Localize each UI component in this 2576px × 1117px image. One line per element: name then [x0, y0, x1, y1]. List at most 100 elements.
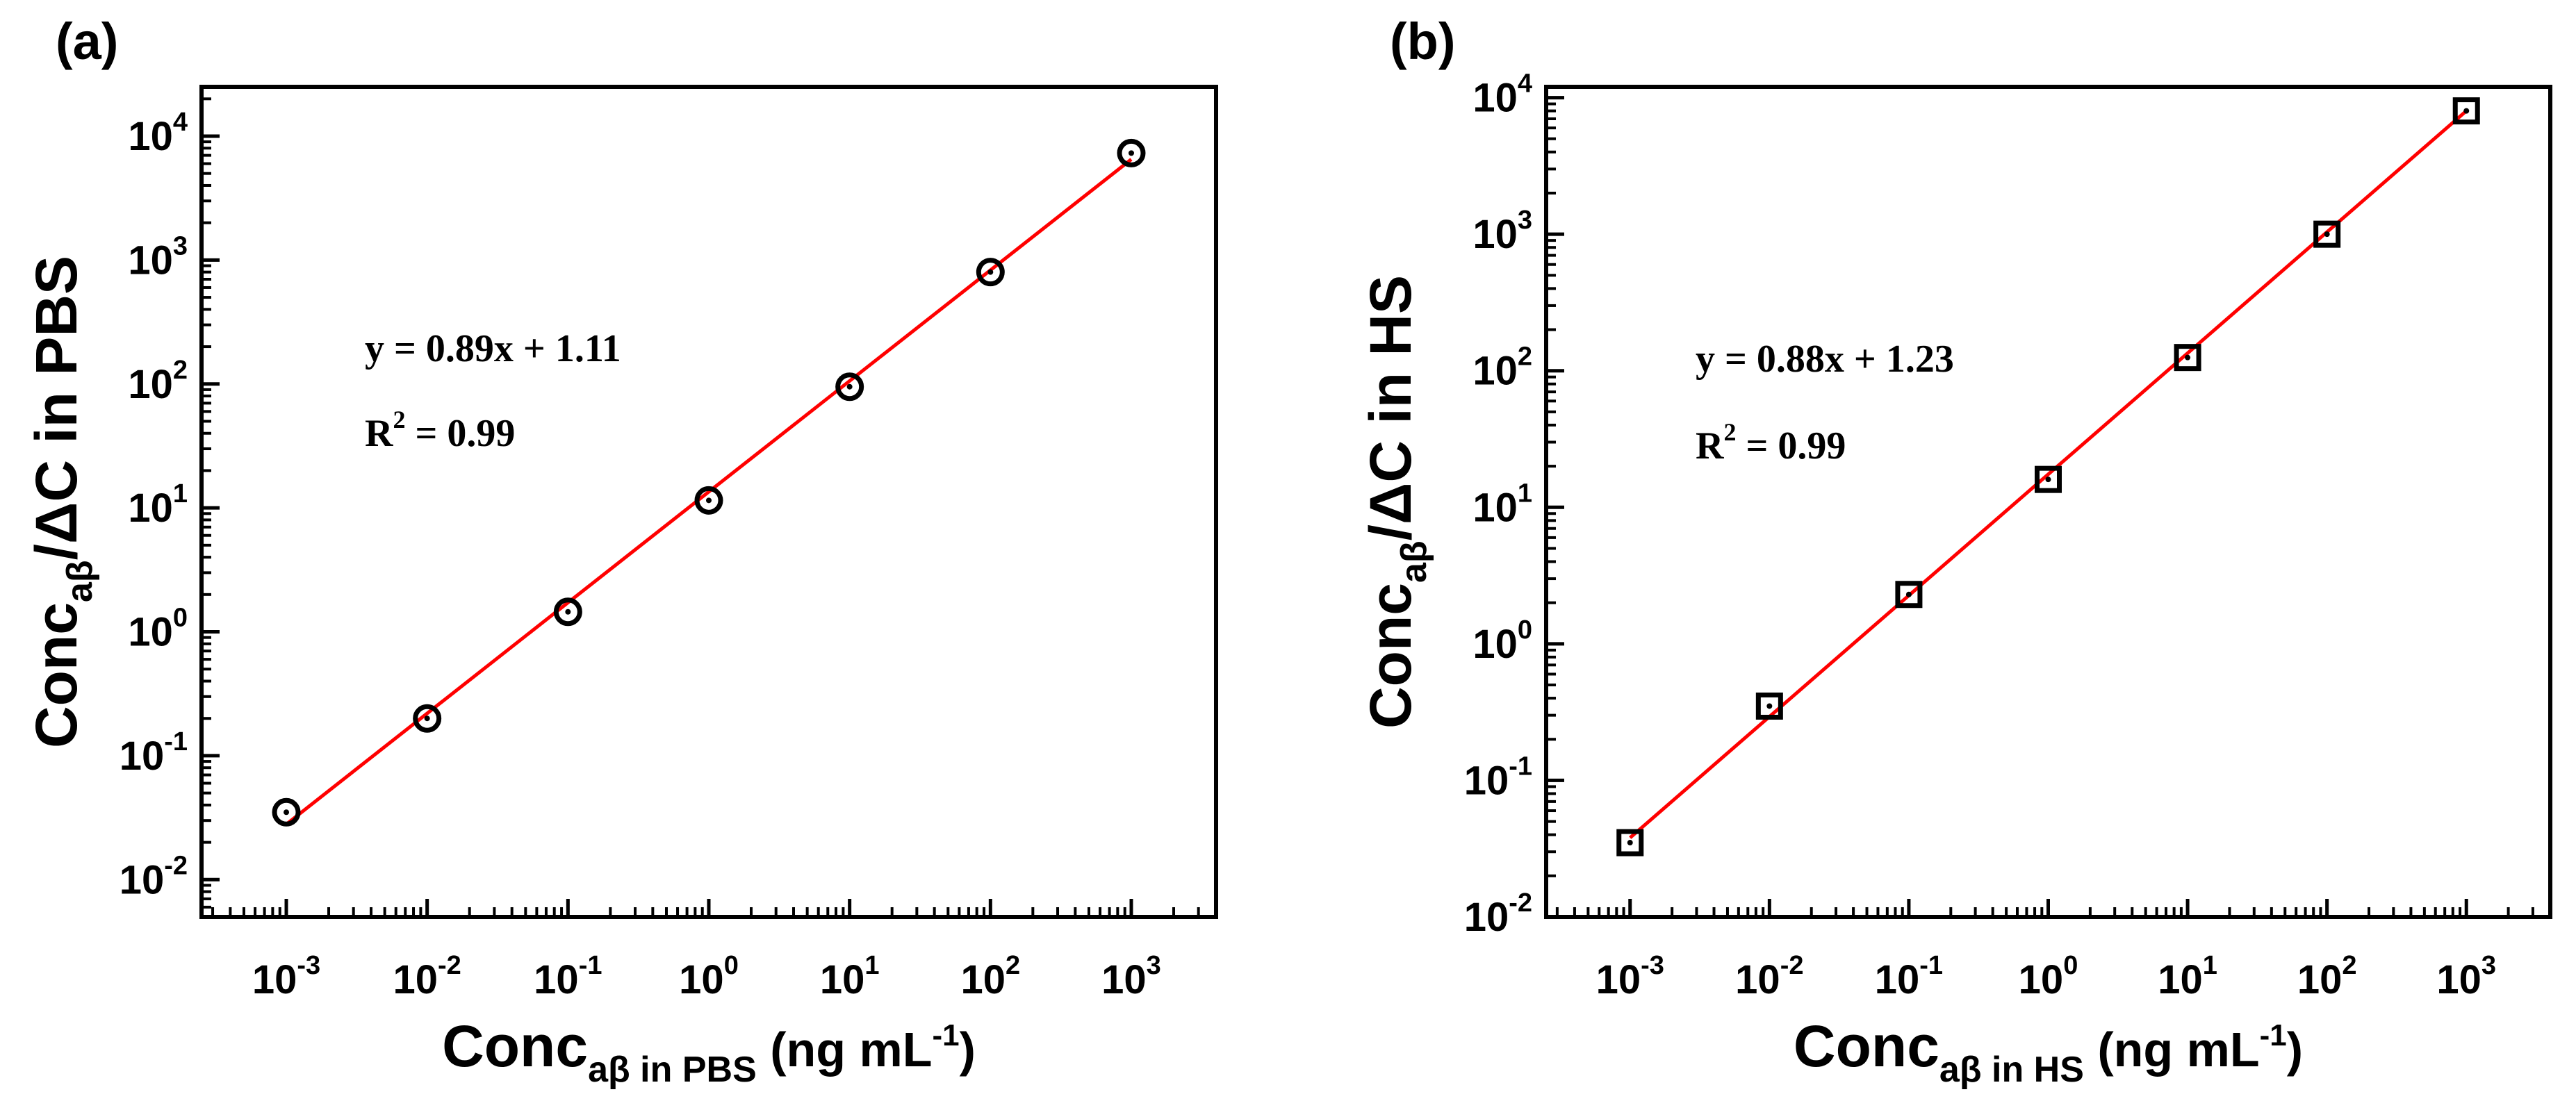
chart-panel-b: 10-3 10-2 10-1 100 101 102 10310-210-110010110…: [1358, 13, 2552, 1090]
data-point: [1895, 581, 1923, 609]
y-axis-title: Concaβ/ΔC in PBS: [24, 256, 100, 748]
x-tick-label: 103: [1101, 951, 1161, 1002]
x-tick-exp: 1: [864, 951, 879, 980]
y-tick-base: 10: [128, 486, 173, 531]
y-tick-exp: -1: [164, 727, 188, 756]
x-tick-exp: -1: [1919, 951, 1943, 980]
x-tick-label: 101: [820, 951, 880, 1002]
x-tick-exp: -2: [1780, 951, 1804, 980]
y-tick-label: 10-1: [120, 727, 188, 779]
point-marker-square: [2035, 465, 2062, 493]
data-point: [835, 372, 864, 402]
x-tick-base: 10: [2019, 957, 2064, 1002]
x-tick-label: 100: [679, 951, 739, 1002]
y-title-main: Conc: [1358, 583, 1423, 729]
x-tick-exp: -2: [438, 951, 461, 980]
y-tick-exp: 1: [173, 479, 188, 508]
y-title-sub: aβ: [60, 560, 100, 602]
point-marker-center: [846, 383, 853, 390]
y-tick-base: 10: [1472, 212, 1518, 257]
x-title-close: ): [2287, 1023, 2303, 1077]
x-tick-label: 10-2: [393, 951, 461, 1002]
x-tick-base: 10: [534, 957, 579, 1002]
x-axis-title: Concaβ in PBS (ng mL-1): [442, 1013, 976, 1090]
x-tick-label: 102: [960, 951, 1020, 1002]
point-marker-center: [2324, 231, 2330, 238]
point-marker-center: [1128, 150, 1134, 156]
fit-line: [1629, 109, 2468, 839]
x-tick-label: 10-1: [1875, 951, 1943, 1002]
data-point: [2035, 465, 2062, 493]
point-marker-circle: [1117, 138, 1146, 167]
y-tick-label: 102: [128, 356, 188, 407]
x-tick-base: 10: [1101, 957, 1147, 1002]
chart-panel-a: 10-3 10-2 10-1 100 101 102 10310-210-110010110…: [24, 13, 1218, 1090]
y-tick-base: 10: [128, 610, 173, 655]
y-title-rest: /ΔC in HS: [1358, 275, 1423, 540]
x-tick-label: 103: [2436, 951, 2496, 1002]
data-point: [2452, 97, 2480, 125]
x-tick-exp: -3: [1641, 951, 1664, 980]
x-title-unit-exp: -1: [932, 1018, 959, 1052]
y-tick-exp: 2: [1518, 342, 1532, 372]
y-tick-label: 101: [128, 479, 188, 531]
y-tick-base: 10: [128, 362, 173, 407]
x-tick-base: 10: [1596, 957, 1641, 1002]
y-tick-base: 10: [1464, 758, 1509, 803]
y-tick-base: 10: [1472, 622, 1518, 667]
point-marker-center: [565, 609, 571, 615]
x-tick-base: 10: [820, 957, 865, 1002]
y-title-rest: /ΔC in PBS: [24, 256, 89, 560]
data-point: [2313, 220, 2341, 248]
x-tick-label: 102: [2297, 951, 2357, 1002]
x-title-unit: (ng mL: [2084, 1023, 2260, 1077]
r-squared: R2 = 0.99: [1696, 418, 1846, 468]
x-tick-exp: 0: [724, 951, 739, 980]
point-marker-circle: [835, 372, 864, 402]
point-marker-center: [2045, 477, 2051, 483]
point-marker-square: [2313, 220, 2341, 248]
y-tick-label: 104: [1472, 69, 1532, 121]
data-point: [694, 486, 723, 515]
x-tick-label: 100: [2019, 951, 2078, 1002]
x-tick-base: 10: [2436, 957, 2481, 1002]
x-tick-exp: -3: [297, 951, 320, 980]
point-marker-square: [1755, 692, 1783, 720]
fit-equation: y = 0.89x + 1.11: [365, 327, 621, 370]
y-tick-exp: 4: [1518, 69, 1532, 99]
panel-label: (a): [56, 13, 118, 70]
point-marker-circle: [413, 704, 442, 733]
x-tick-base: 10: [679, 957, 724, 1002]
r-squared: R2 = 0.99: [365, 406, 515, 455]
y-tick-exp: 4: [173, 108, 188, 137]
x-tick-exp: 1: [2203, 951, 2217, 980]
y-tick-exp: 3: [1518, 206, 1532, 235]
r2-base: R: [1696, 424, 1724, 468]
y-axis-title: Concaβ/ΔC in HS: [1358, 275, 1434, 729]
y-tick-exp: -2: [1509, 888, 1532, 918]
x-title-unit: (ng mL: [757, 1023, 933, 1077]
y-tick-base: 10: [128, 238, 173, 283]
x-title-close: ): [960, 1023, 976, 1077]
point-marker-square: [2174, 344, 2201, 372]
y-title-main: Conc: [24, 602, 89, 748]
x-tick-exp: 0: [2063, 951, 2078, 980]
y-tick-label: 102: [1472, 342, 1532, 394]
point-marker-circle: [976, 258, 1005, 287]
y-tick-exp: -1: [1509, 752, 1532, 781]
y-title-sub: aβ: [1394, 540, 1434, 583]
y-tick-base: 10: [120, 734, 165, 779]
x-tick-base: 10: [2158, 957, 2203, 1002]
x-tick-label: 10-2: [1735, 951, 1803, 1002]
x-tick-base: 10: [252, 957, 297, 1002]
point-marker-square: [2452, 97, 2480, 125]
y-tick-exp: 0: [173, 604, 188, 633]
y-tick-base: 10: [1472, 485, 1518, 530]
y-tick-exp: -2: [164, 851, 188, 880]
point-marker-square: [1616, 829, 1644, 857]
x-tick-exp: 3: [2481, 951, 2496, 980]
r2-value: = 0.99: [405, 412, 515, 455]
point-marker-square: [1895, 581, 1923, 609]
